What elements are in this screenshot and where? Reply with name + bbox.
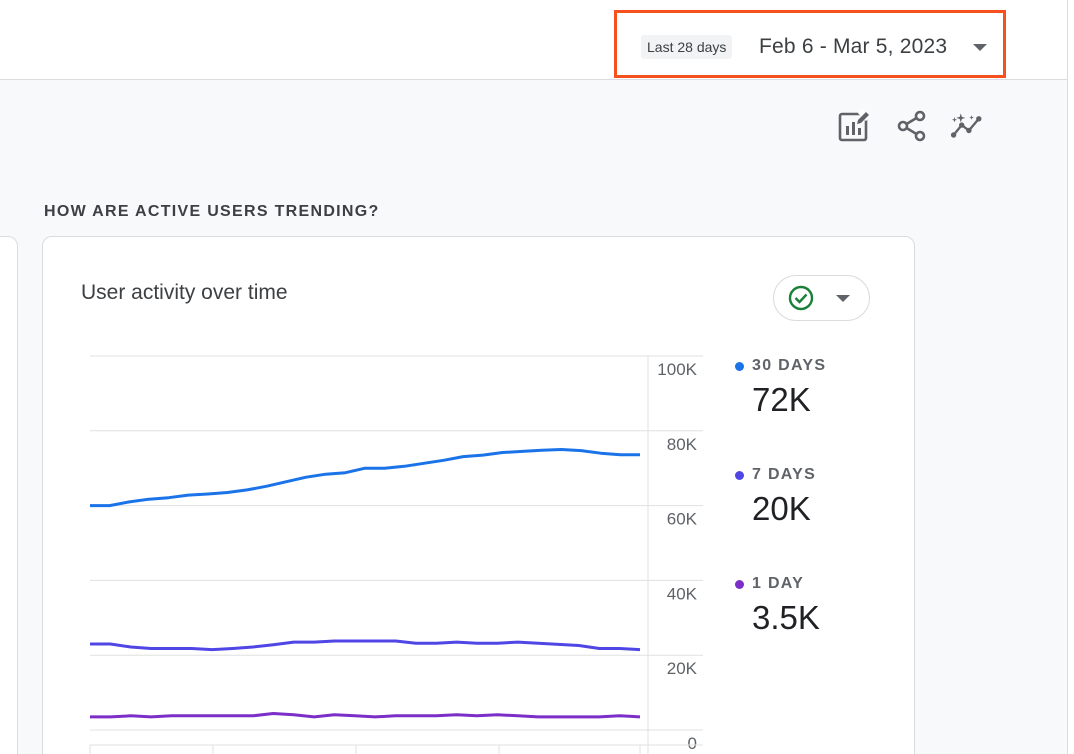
legend-label: 7 DAYS [752, 466, 817, 483]
chevron-down-icon [836, 295, 850, 302]
legend-7-days: 7 DAYS 20K [735, 466, 816, 528]
y-tick-label: 60K [667, 510, 698, 529]
y-tick-label: 100K [657, 360, 697, 379]
series-line-7-days [90, 639, 641, 652]
compare-dropdown-button[interactable] [773, 275, 870, 321]
y-tick-label: 20K [667, 659, 698, 678]
legend-value: 3.5K [752, 599, 820, 636]
legend-dot [735, 579, 744, 589]
section-title: HOW ARE ACTIVE USERS TRENDING? [44, 203, 380, 220]
card-title: User activity over time [81, 281, 288, 304]
legend-label: 1 DAY [752, 575, 805, 592]
y-tick-label: 80K [667, 435, 698, 454]
right-panel-edge [1067, 0, 1074, 754]
legend-30-days: 30 DAYS 72K [735, 357, 826, 419]
edit-report-icon[interactable] [836, 108, 872, 144]
user-activity-chart: 100K 80K 60K 40K 20K 0 [89, 355, 703, 754]
share-icon[interactable] [894, 108, 930, 144]
legend-value: 20K [752, 490, 811, 527]
legend-dot [735, 361, 744, 371]
date-range-text: Feb 6 - Mar 5, 2023 [759, 35, 948, 58]
date-range-badge: Last 28 days [641, 35, 733, 59]
legend-label: 30 DAYS [752, 357, 827, 374]
series-line-1-day [90, 712, 641, 719]
legend-1-day: 1 DAY 3.5K [735, 575, 820, 637]
chevron-down-icon[interactable] [973, 44, 987, 51]
legend-value: 72K [752, 381, 811, 418]
y-tick-label: 0 [688, 734, 697, 753]
date-range-picker[interactable]: Last 28 days Feb 6 - Mar 5, 2023 [614, 10, 1006, 78]
user-activity-card: User activity over time 100K 80K 60K 40K 20K… [42, 236, 915, 754]
insights-icon[interactable] [950, 108, 986, 144]
y-tick-label: 40K [667, 584, 698, 603]
check-circle-icon [788, 285, 814, 311]
series-line-30-days [90, 448, 640, 508]
previous-card-edge [0, 236, 18, 754]
legend-dot [735, 470, 744, 480]
top-bar [0, 0, 1074, 80]
